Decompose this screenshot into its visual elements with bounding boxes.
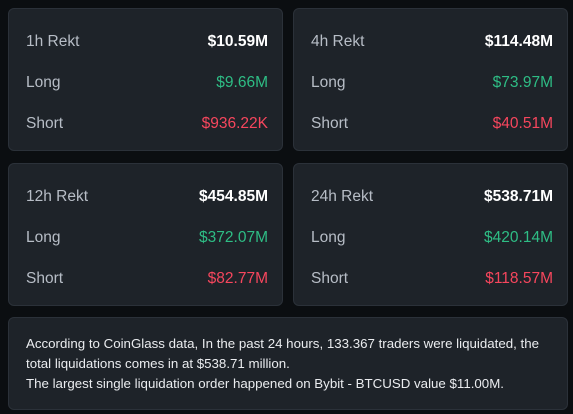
liquidation-summary: According to CoinGlass data, In the past… <box>8 317 568 410</box>
rekt-title: 1h Rekt <box>26 33 80 50</box>
short-label: Short <box>26 115 64 132</box>
rekt-card-4h: 4h Rekt $114.48M Long $73.97M Short $40.… <box>293 8 568 151</box>
short-row: Short $82.77M <box>26 269 268 289</box>
short-value: $118.57M <box>485 270 553 287</box>
short-label: Short <box>26 270 64 287</box>
rekt-total-row: 12h Rekt $454.85M <box>26 187 268 207</box>
short-value: $82.77M <box>207 270 268 287</box>
rekt-title: 4h Rekt <box>311 33 365 50</box>
long-label: Long <box>311 74 346 91</box>
rekt-total-value: $538.71M <box>484 188 553 205</box>
long-label: Long <box>311 229 346 246</box>
rekt-total-row: 4h Rekt $114.48M <box>311 32 553 52</box>
summary-text: According to CoinGlass data, In the past… <box>26 336 539 371</box>
rekt-title: 12h Rekt <box>26 188 89 205</box>
long-value: $372.07M <box>199 229 268 246</box>
long-value: $73.97M <box>492 74 553 91</box>
short-label: Short <box>311 270 349 287</box>
long-row: Long $73.97M <box>311 73 553 93</box>
short-row: Short $40.51M <box>311 114 553 134</box>
rekt-total-value: $454.85M <box>199 188 268 205</box>
rekt-card-12h: 12h Rekt $454.85M Long $372.07M Short $8… <box>8 163 283 306</box>
long-value: $9.66M <box>216 74 268 91</box>
long-label: Long <box>26 74 61 91</box>
long-label: Long <box>26 229 61 246</box>
rekt-total-value: $10.59M <box>207 33 268 50</box>
rekt-total-value: $114.48M <box>484 33 553 50</box>
short-value: $936.22K <box>201 115 268 132</box>
short-value: $40.51M <box>492 115 553 132</box>
long-row: Long $9.66M <box>26 73 268 93</box>
long-value: $420.14M <box>484 229 553 246</box>
short-row: Short $936.22K <box>26 114 268 134</box>
short-label: Short <box>311 115 349 132</box>
rekt-title: 24h Rekt <box>311 188 374 205</box>
long-row: Long $372.07M <box>26 228 268 248</box>
rekt-total-row: 1h Rekt $10.59M <box>26 32 268 52</box>
rekt-card-1h: 1h Rekt $10.59M Long $9.66M Short $936.2… <box>8 8 283 151</box>
long-row: Long $420.14M <box>311 228 553 248</box>
short-row: Short $118.57M <box>311 269 553 289</box>
largest-order-text: The largest single liquidation order hap… <box>26 376 504 391</box>
rekt-card-24h: 24h Rekt $538.71M Long $420.14M Short $1… <box>293 163 568 306</box>
rekt-total-row: 24h Rekt $538.71M <box>311 187 553 207</box>
